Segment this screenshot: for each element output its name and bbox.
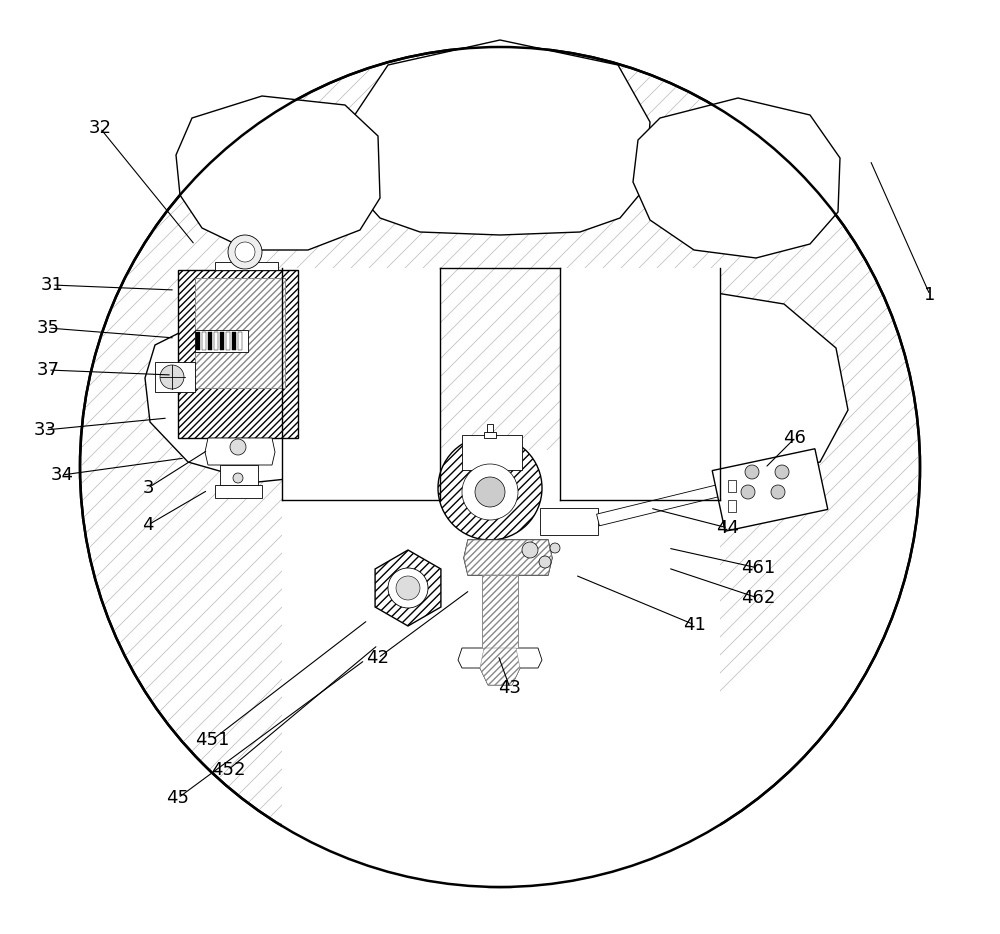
Circle shape: [160, 365, 184, 389]
Text: 461: 461: [741, 559, 775, 577]
Polygon shape: [464, 540, 552, 575]
Text: 4: 4: [142, 516, 154, 534]
Circle shape: [230, 439, 246, 455]
Text: 32: 32: [88, 119, 112, 137]
Polygon shape: [480, 648, 520, 685]
Text: 44: 44: [716, 519, 740, 537]
Polygon shape: [220, 465, 258, 485]
Polygon shape: [205, 438, 275, 465]
Text: 42: 42: [366, 649, 390, 667]
Circle shape: [396, 576, 420, 600]
Polygon shape: [712, 448, 828, 531]
Text: 3: 3: [142, 479, 154, 497]
Polygon shape: [560, 268, 720, 888]
Polygon shape: [282, 500, 720, 888]
Circle shape: [80, 47, 920, 887]
Polygon shape: [487, 424, 493, 432]
Polygon shape: [238, 332, 242, 350]
Polygon shape: [176, 96, 380, 250]
Text: 462: 462: [741, 589, 775, 607]
Text: 37: 37: [36, 361, 60, 379]
Polygon shape: [462, 435, 522, 470]
Text: 41: 41: [684, 616, 706, 634]
Text: 451: 451: [195, 731, 229, 749]
Polygon shape: [215, 485, 262, 498]
Circle shape: [233, 473, 243, 483]
Polygon shape: [282, 268, 440, 888]
Circle shape: [228, 235, 262, 269]
Text: 46: 46: [784, 429, 806, 447]
Text: 452: 452: [211, 761, 245, 779]
Text: 31: 31: [41, 276, 63, 294]
Polygon shape: [728, 480, 736, 492]
Circle shape: [771, 485, 785, 499]
Polygon shape: [480, 648, 520, 685]
Circle shape: [775, 465, 789, 479]
Text: 34: 34: [50, 466, 74, 484]
Text: 33: 33: [34, 421, 56, 439]
Polygon shape: [482, 575, 518, 648]
Polygon shape: [482, 575, 518, 648]
Circle shape: [550, 543, 560, 553]
Polygon shape: [340, 450, 680, 720]
Circle shape: [741, 485, 755, 499]
Circle shape: [235, 242, 255, 262]
Polygon shape: [155, 362, 195, 392]
Circle shape: [475, 477, 505, 507]
Polygon shape: [215, 262, 278, 270]
Polygon shape: [728, 500, 736, 512]
Polygon shape: [226, 332, 230, 350]
Polygon shape: [597, 474, 763, 526]
Polygon shape: [350, 40, 650, 235]
Polygon shape: [464, 540, 552, 575]
Polygon shape: [195, 330, 248, 352]
Polygon shape: [540, 508, 598, 535]
Text: 43: 43: [498, 679, 522, 697]
Polygon shape: [220, 332, 224, 350]
Circle shape: [539, 556, 551, 568]
Circle shape: [522, 542, 538, 558]
Text: 35: 35: [36, 319, 60, 337]
Polygon shape: [196, 332, 200, 350]
Polygon shape: [596, 290, 848, 482]
Circle shape: [745, 465, 759, 479]
Polygon shape: [202, 332, 206, 350]
Polygon shape: [195, 278, 285, 388]
Polygon shape: [208, 332, 212, 350]
Circle shape: [388, 568, 428, 608]
Polygon shape: [145, 302, 388, 482]
Polygon shape: [195, 278, 285, 388]
Text: 45: 45: [166, 789, 190, 807]
Polygon shape: [633, 98, 840, 258]
Polygon shape: [458, 648, 542, 668]
Polygon shape: [375, 550, 441, 626]
Circle shape: [438, 436, 542, 540]
Circle shape: [462, 464, 518, 520]
Polygon shape: [178, 270, 298, 438]
Polygon shape: [214, 332, 218, 350]
Polygon shape: [484, 432, 496, 438]
Polygon shape: [232, 332, 236, 350]
Text: 1: 1: [924, 286, 936, 304]
